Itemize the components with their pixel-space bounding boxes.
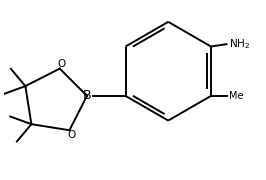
- Text: B: B: [83, 89, 91, 102]
- Text: O: O: [57, 59, 66, 69]
- Text: O: O: [67, 130, 76, 140]
- Text: Me: Me: [229, 91, 243, 101]
- Text: NH$_2$: NH$_2$: [229, 37, 250, 51]
